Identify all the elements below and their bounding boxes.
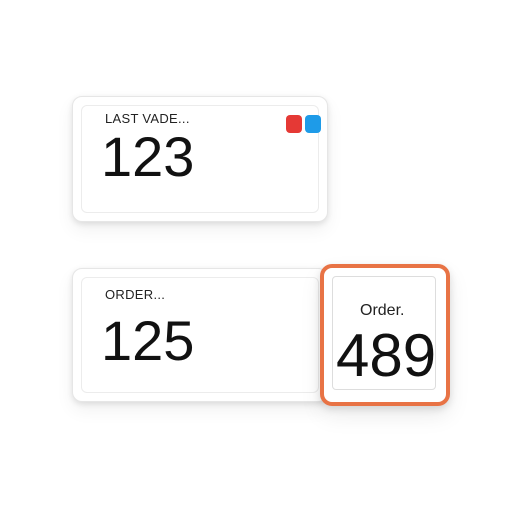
card-value: 123	[101, 125, 195, 188]
card-label: ORDER...	[105, 287, 166, 302]
card-label: Order.	[360, 302, 405, 319]
stat-card-order-highlighted[interactable]: Order. 489	[320, 264, 450, 406]
blue-square-icon	[305, 115, 321, 133]
stat-card-order[interactable]: ORDER... 125	[72, 268, 328, 402]
card-value: 489	[336, 322, 437, 389]
card-label: LAST VADE...	[105, 111, 190, 126]
card-value: 125	[101, 309, 195, 372]
stat-card-last-value[interactable]: LAST VADE... 123	[72, 96, 328, 222]
red-square-icon	[286, 115, 302, 133]
status-indicators	[286, 115, 321, 133]
